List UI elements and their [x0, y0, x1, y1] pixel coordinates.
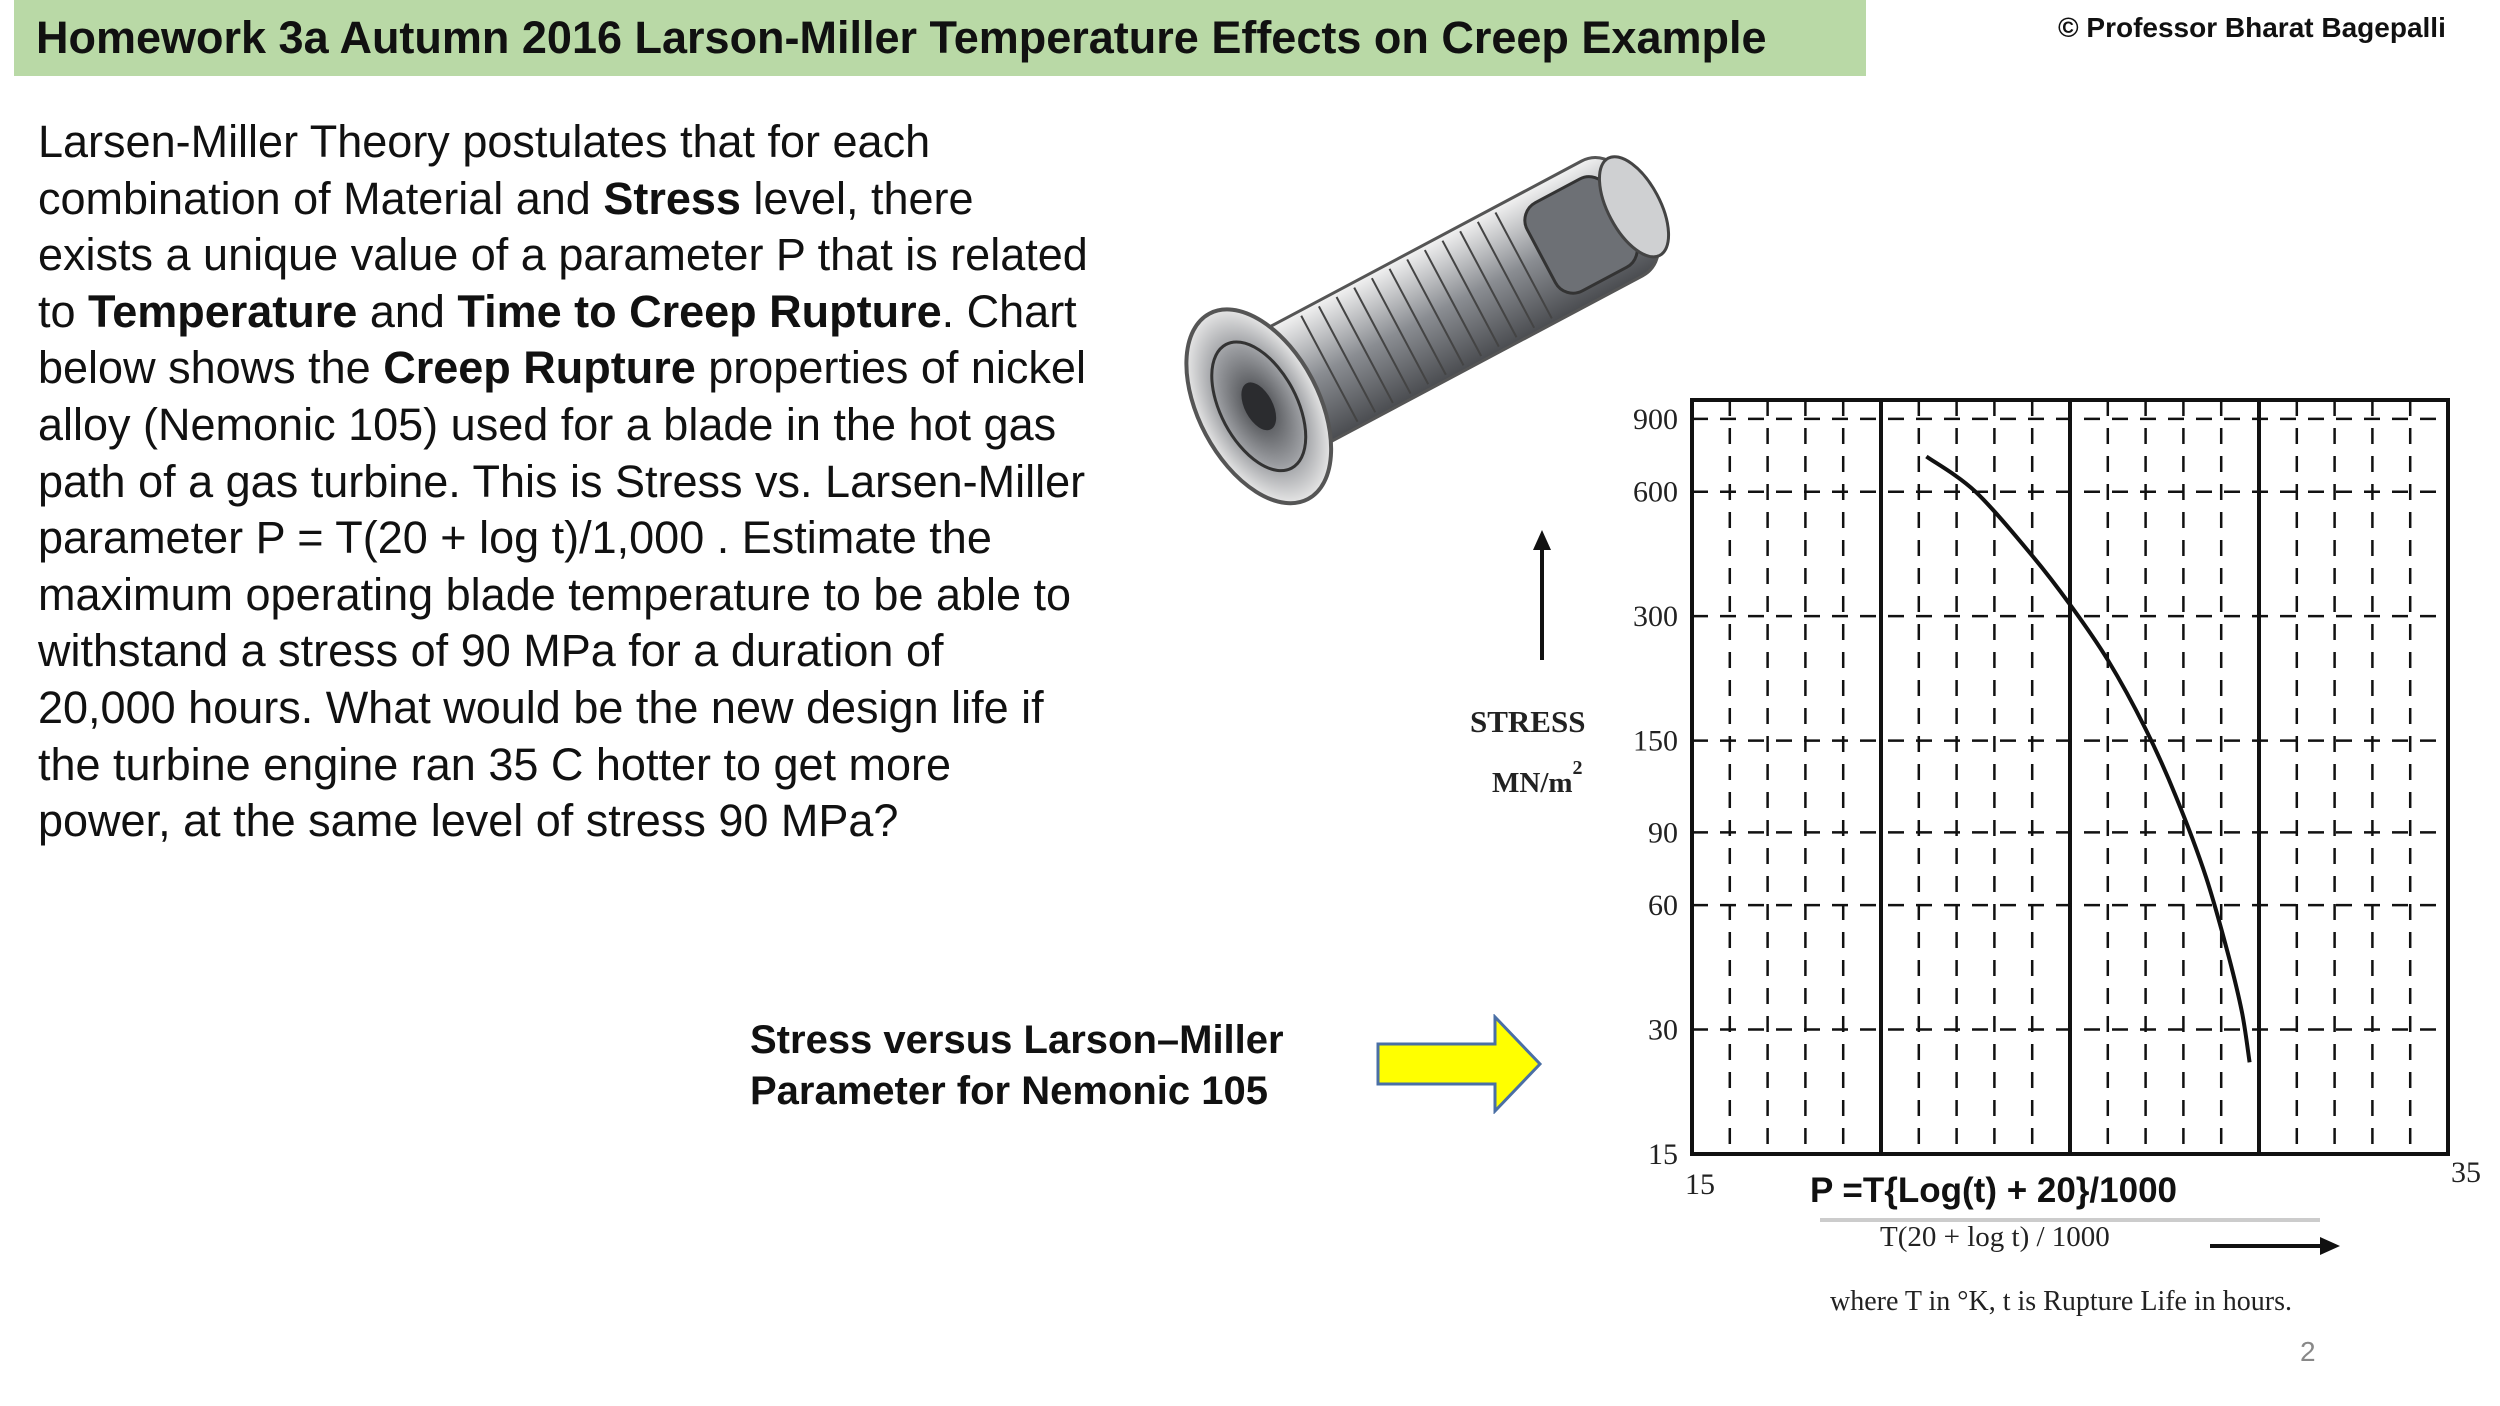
text-run: and: [357, 285, 458, 337]
text-run: power, at the same level of stress 90 MP…: [38, 795, 899, 847]
text-run: parameter P = T(20 + log t)/1,000 . Esti…: [38, 512, 992, 564]
y-tick-label: 90: [1648, 816, 1678, 849]
problem-line: exists a unique value of a parameter P t…: [38, 227, 1158, 284]
text-run: withstand a stress of 90 MPa for a durat…: [38, 625, 944, 677]
y-tick-label: 900: [1633, 403, 1678, 436]
x-tick-label: 15: [1685, 1168, 1715, 1201]
chart-caption-line2: Parameter for Nemonic 105: [750, 1069, 1269, 1113]
y-tick-label: 30: [1648, 1014, 1678, 1047]
problem-line: withstand a stress of 90 MPa for a durat…: [38, 623, 1158, 680]
y-tick-label: 600: [1633, 476, 1678, 509]
x-axis-label-bg: [1820, 1218, 2320, 1222]
p-right-arrow-head: [2320, 1237, 2340, 1255]
text-run: the turbine engine ran 35 C hotter to ge…: [38, 738, 952, 790]
text-run: exists a unique value of a parameter P t…: [38, 229, 1088, 281]
stress-up-arrow-head: [1533, 530, 1551, 550]
chart-caption-line1: Stress versus Larson–Miller: [750, 1018, 1284, 1062]
text-run: alloy (Nemonic 105) used for a blade in …: [38, 398, 1057, 450]
y-tick-label: 60: [1648, 889, 1678, 922]
problem-line: the turbine engine ran 35 C hotter to ge…: [38, 737, 1158, 794]
chart-caption: Stress versus Larson–Miller Parameter fo…: [750, 1015, 1284, 1117]
y-tick-label: 15: [1648, 1138, 1678, 1171]
problem-line: below shows the Creep Rupture properties…: [38, 340, 1158, 397]
problem-line: to Temperature and Time to Creep Rupture…: [38, 284, 1158, 341]
problem-line: 20,000 hours. What would be the new desi…: [38, 680, 1158, 737]
x-axis-label: T(20 + log t) / 1000: [1880, 1221, 2110, 1253]
problem-statement: Larsen-Miller Theory postulates that for…: [38, 114, 1158, 850]
y-tick-label: 300: [1633, 600, 1678, 633]
y-axis-unit: MN/m2: [1492, 757, 1583, 799]
gas-turbine-illustration: [1184, 155, 1671, 506]
page-number: 2: [2300, 1336, 2316, 1367]
x-axis-formula: P =T{Log(t) + 20}/1000: [1810, 1171, 2177, 1210]
text-run: . Chart: [941, 285, 1077, 337]
text-run: below shows the: [38, 342, 384, 394]
problem-line: power, at the same level of stress 90 MP…: [38, 793, 1158, 850]
y-tick-label: 150: [1633, 725, 1678, 758]
right-arrow-icon: [1376, 1014, 1543, 1114]
text-run: Larsen-Miller Theory postulates that for…: [38, 116, 931, 167]
problem-line: parameter P = T(20 + log t)/1,000 . Esti…: [38, 510, 1158, 567]
creep-rupture-curve: [1925, 454, 2252, 1063]
slide-title-bar: Homework 3a Autumn 2016 Larson-Miller Te…: [14, 0, 1866, 76]
text-run: 20,000 hours. What would be the new desi…: [38, 681, 1044, 733]
chart-footnote: where T in °K, t is Rupture Life in hour…: [1830, 1286, 2292, 1317]
problem-line: path of a gas turbine. This is Stress vs…: [38, 454, 1158, 511]
problem-line: maximum operating blade temperature to b…: [38, 567, 1158, 624]
text-run: path of a gas turbine. This is Stress vs…: [38, 455, 1086, 507]
problem-line: Larsen-Miller Theory postulates that for…: [38, 114, 1158, 171]
emphasis-text: Temperature: [88, 285, 358, 337]
stress-vs-larson-miller-chart: STRESS MN/m2 P =T{Log(t) + 20}/1000 T(20…: [1470, 398, 2481, 1317]
text-run: level, there: [740, 172, 974, 224]
x-tick-label: 35: [2451, 1156, 2481, 1189]
emphasis-text: Creep Rupture: [383, 342, 696, 394]
problem-line: combination of Material and Stress level…: [38, 171, 1158, 228]
problem-line: alloy (Nemonic 105) used for a blade in …: [38, 397, 1158, 454]
text-run: combination of Material and: [38, 172, 604, 224]
text-run: maximum operating blade temperature to b…: [38, 568, 1072, 620]
slide-title: Homework 3a Autumn 2016 Larson-Miller Te…: [36, 12, 1767, 63]
text-run: to: [38, 285, 89, 337]
text-run: properties of nickel: [695, 342, 1086, 394]
emphasis-text: Stress: [603, 172, 741, 224]
copyright-notice: © Professor Bharat Bagepalli: [2058, 12, 2446, 43]
y-axis-label: STRESS: [1470, 704, 1585, 739]
emphasis-text: Time to Creep Rupture: [457, 285, 942, 337]
